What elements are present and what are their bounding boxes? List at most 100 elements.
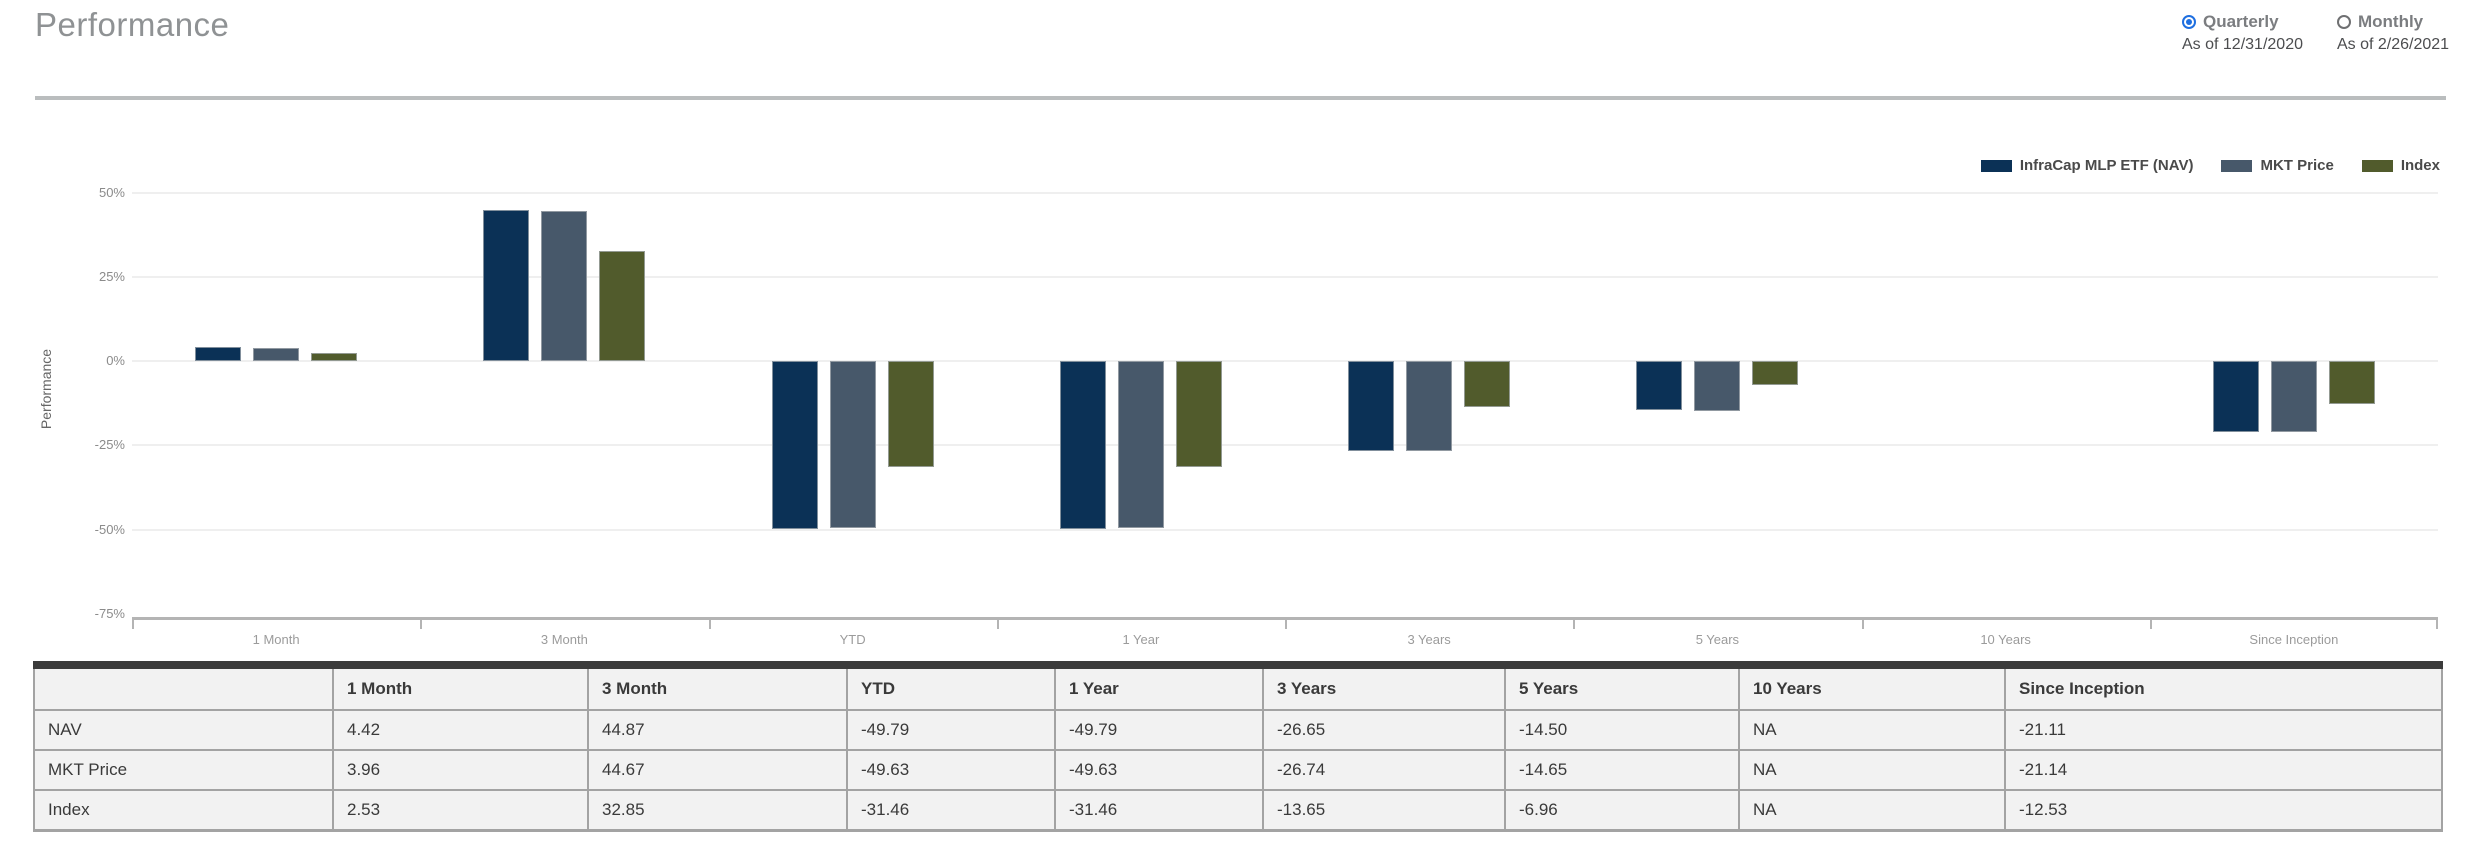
y-tick-label: 50% bbox=[98, 185, 125, 201]
table-cell: 44.87 bbox=[587, 709, 848, 751]
table-cell: -49.79 bbox=[1054, 709, 1264, 751]
monthly-radio[interactable]: Monthly bbox=[2336, 12, 2449, 32]
table-header-cell: 1 Year bbox=[1054, 664, 1264, 711]
table-cell: -26.74 bbox=[1262, 749, 1506, 791]
table-header-cell: 5 Years bbox=[1504, 664, 1740, 711]
table-cell: -31.46 bbox=[846, 789, 1056, 832]
x-axis-category-label: 10 Years bbox=[1980, 632, 2031, 647]
table-header-cell: Since Inception bbox=[2004, 664, 2443, 711]
gridline bbox=[132, 444, 2438, 447]
chart-bar bbox=[1059, 361, 1106, 529]
x-axis bbox=[132, 620, 2438, 630]
row-label-cell: Index bbox=[33, 789, 334, 832]
table-cell: 3.96 bbox=[332, 749, 589, 791]
table-cell: NA bbox=[1738, 749, 2006, 791]
table-body: NAV 4.42 44.87 -49.79 -49.79 -26.65 -14.50 NA -2… bbox=[33, 709, 2443, 832]
table-cell: -6.96 bbox=[1504, 789, 1740, 832]
table-cell: -12.53 bbox=[2004, 789, 2443, 832]
x-axis-tick bbox=[132, 620, 134, 629]
table-cell: -13.65 bbox=[1262, 789, 1506, 832]
table-cell: NA bbox=[1738, 709, 2006, 751]
x-axis-labels: 1 Month 3 Month YTD 1 Year 3 Years 5 Years 10 … bbox=[132, 632, 2438, 650]
x-axis-category-label: 1 Year bbox=[1122, 632, 1160, 647]
radio-unselected-icon[interactable] bbox=[2336, 15, 2351, 29]
chart-bar bbox=[2212, 361, 2259, 433]
chart-bar bbox=[483, 210, 530, 362]
table-cell: 32.85 bbox=[587, 789, 848, 832]
legend-item: MKT Price bbox=[2221, 157, 2334, 174]
radio-selected-icon[interactable] bbox=[2182, 15, 2196, 29]
x-axis-tick bbox=[996, 620, 999, 629]
x-axis-tick bbox=[2436, 620, 2438, 629]
legend-item: Index bbox=[2361, 157, 2440, 174]
chart-bar bbox=[1175, 361, 1222, 468]
chart-bar bbox=[1117, 361, 1164, 529]
monthly-as-of-date: As of 2/26/2021 bbox=[2336, 36, 2450, 53]
x-axis-tick bbox=[1573, 620, 1576, 629]
table-cell: -49.79 bbox=[846, 709, 1056, 751]
legend-item: InfraCap MLP ETF (NAV) bbox=[1980, 157, 2194, 174]
x-axis-tick bbox=[2149, 620, 2152, 629]
chart-plot bbox=[132, 168, 2438, 620]
legend-swatch-icon bbox=[2221, 159, 2253, 172]
table-cell: NA bbox=[1738, 789, 2006, 832]
legend-label: MKT Price bbox=[2260, 157, 2334, 174]
table-header-cell: YTD bbox=[846, 664, 1056, 711]
x-axis-tick bbox=[420, 620, 423, 629]
table-header-cell: 3 Month bbox=[587, 664, 848, 711]
legend-swatch-icon bbox=[2361, 159, 2393, 172]
x-axis-tick bbox=[708, 620, 711, 629]
x-axis-category-label: YTD bbox=[839, 632, 866, 647]
quarterly-option: Quarterly As of 12/31/2020 bbox=[2182, 12, 2303, 54]
chart-bar bbox=[1636, 361, 1683, 411]
chart-bar bbox=[2270, 361, 2317, 433]
table-header-cell: 1 Month bbox=[332, 664, 589, 711]
period-controls: Quarterly As of 12/31/2020 Monthly As of… bbox=[2182, 12, 2449, 54]
x-axis-tick bbox=[1861, 620, 1864, 629]
table-row: NAV 4.42 44.87 -49.79 -49.79 -26.65 -14.50 NA -2… bbox=[33, 709, 2443, 751]
table-cell: -31.46 bbox=[1054, 789, 1264, 832]
performance-table: 1 Month 3 Month YTD 1 Year 3 Years 5 Years 10 … bbox=[33, 661, 2443, 832]
table-header-cell: 3 Years bbox=[1262, 664, 1506, 711]
header-divider bbox=[35, 96, 2446, 100]
quarterly-radio[interactable]: Quarterly bbox=[2182, 12, 2303, 32]
table-cell: 4.42 bbox=[332, 709, 589, 751]
monthly-label: Monthly bbox=[2357, 12, 2424, 31]
y-tick-label: 25% bbox=[98, 269, 125, 285]
table-head: 1 Month 3 Month YTD 1 Year 3 Years 5 Years 10 … bbox=[33, 664, 2443, 711]
gridline bbox=[132, 192, 2438, 195]
chart-bar bbox=[829, 361, 876, 529]
chart-bar bbox=[195, 346, 242, 362]
chart-bar bbox=[1406, 361, 1453, 452]
chart-bar bbox=[771, 361, 818, 529]
chart-bar bbox=[1348, 361, 1395, 451]
chart-bar bbox=[1464, 361, 1511, 408]
y-tick-label: -50% bbox=[94, 521, 125, 537]
chart-bar bbox=[887, 361, 934, 468]
y-axis-labels: 50% 25% 0% -25% -50% -75% bbox=[0, 168, 125, 623]
x-axis-category-label: Since Inception bbox=[2249, 632, 2339, 647]
row-label-cell: MKT Price bbox=[33, 749, 334, 791]
table-row: MKT Price 3.96 44.67 -49.63 -49.63 -26.74 -14.… bbox=[33, 749, 2443, 791]
table-cell: -26.65 bbox=[1262, 709, 1506, 751]
gridline bbox=[132, 528, 2438, 531]
legend-label: InfraCap MLP ETF (NAV) bbox=[2019, 157, 2194, 174]
gridline bbox=[132, 276, 2438, 279]
y-tick-label: -25% bbox=[94, 437, 125, 453]
x-axis-category-label: 1 Month bbox=[252, 632, 300, 647]
table-cell: -49.63 bbox=[846, 749, 1056, 791]
chart-bar bbox=[253, 348, 300, 362]
table-cell: -21.11 bbox=[2004, 709, 2443, 751]
chart-bar bbox=[2328, 361, 2375, 404]
table-header-cell bbox=[33, 664, 334, 711]
chart-bar bbox=[1694, 361, 1741, 411]
chart-bar bbox=[1752, 361, 1799, 385]
x-axis-category-label: 3 Years bbox=[1407, 632, 1451, 647]
row-label-cell: NAV bbox=[33, 709, 334, 751]
legend-label: Index bbox=[2400, 157, 2440, 174]
x-axis-category-label: 5 Years bbox=[1695, 632, 1740, 647]
table-cell: 44.67 bbox=[587, 749, 848, 791]
x-axis-tick bbox=[1285, 620, 1287, 629]
table-cell: -14.50 bbox=[1504, 709, 1740, 751]
table-cell: -49.63 bbox=[1054, 749, 1264, 791]
